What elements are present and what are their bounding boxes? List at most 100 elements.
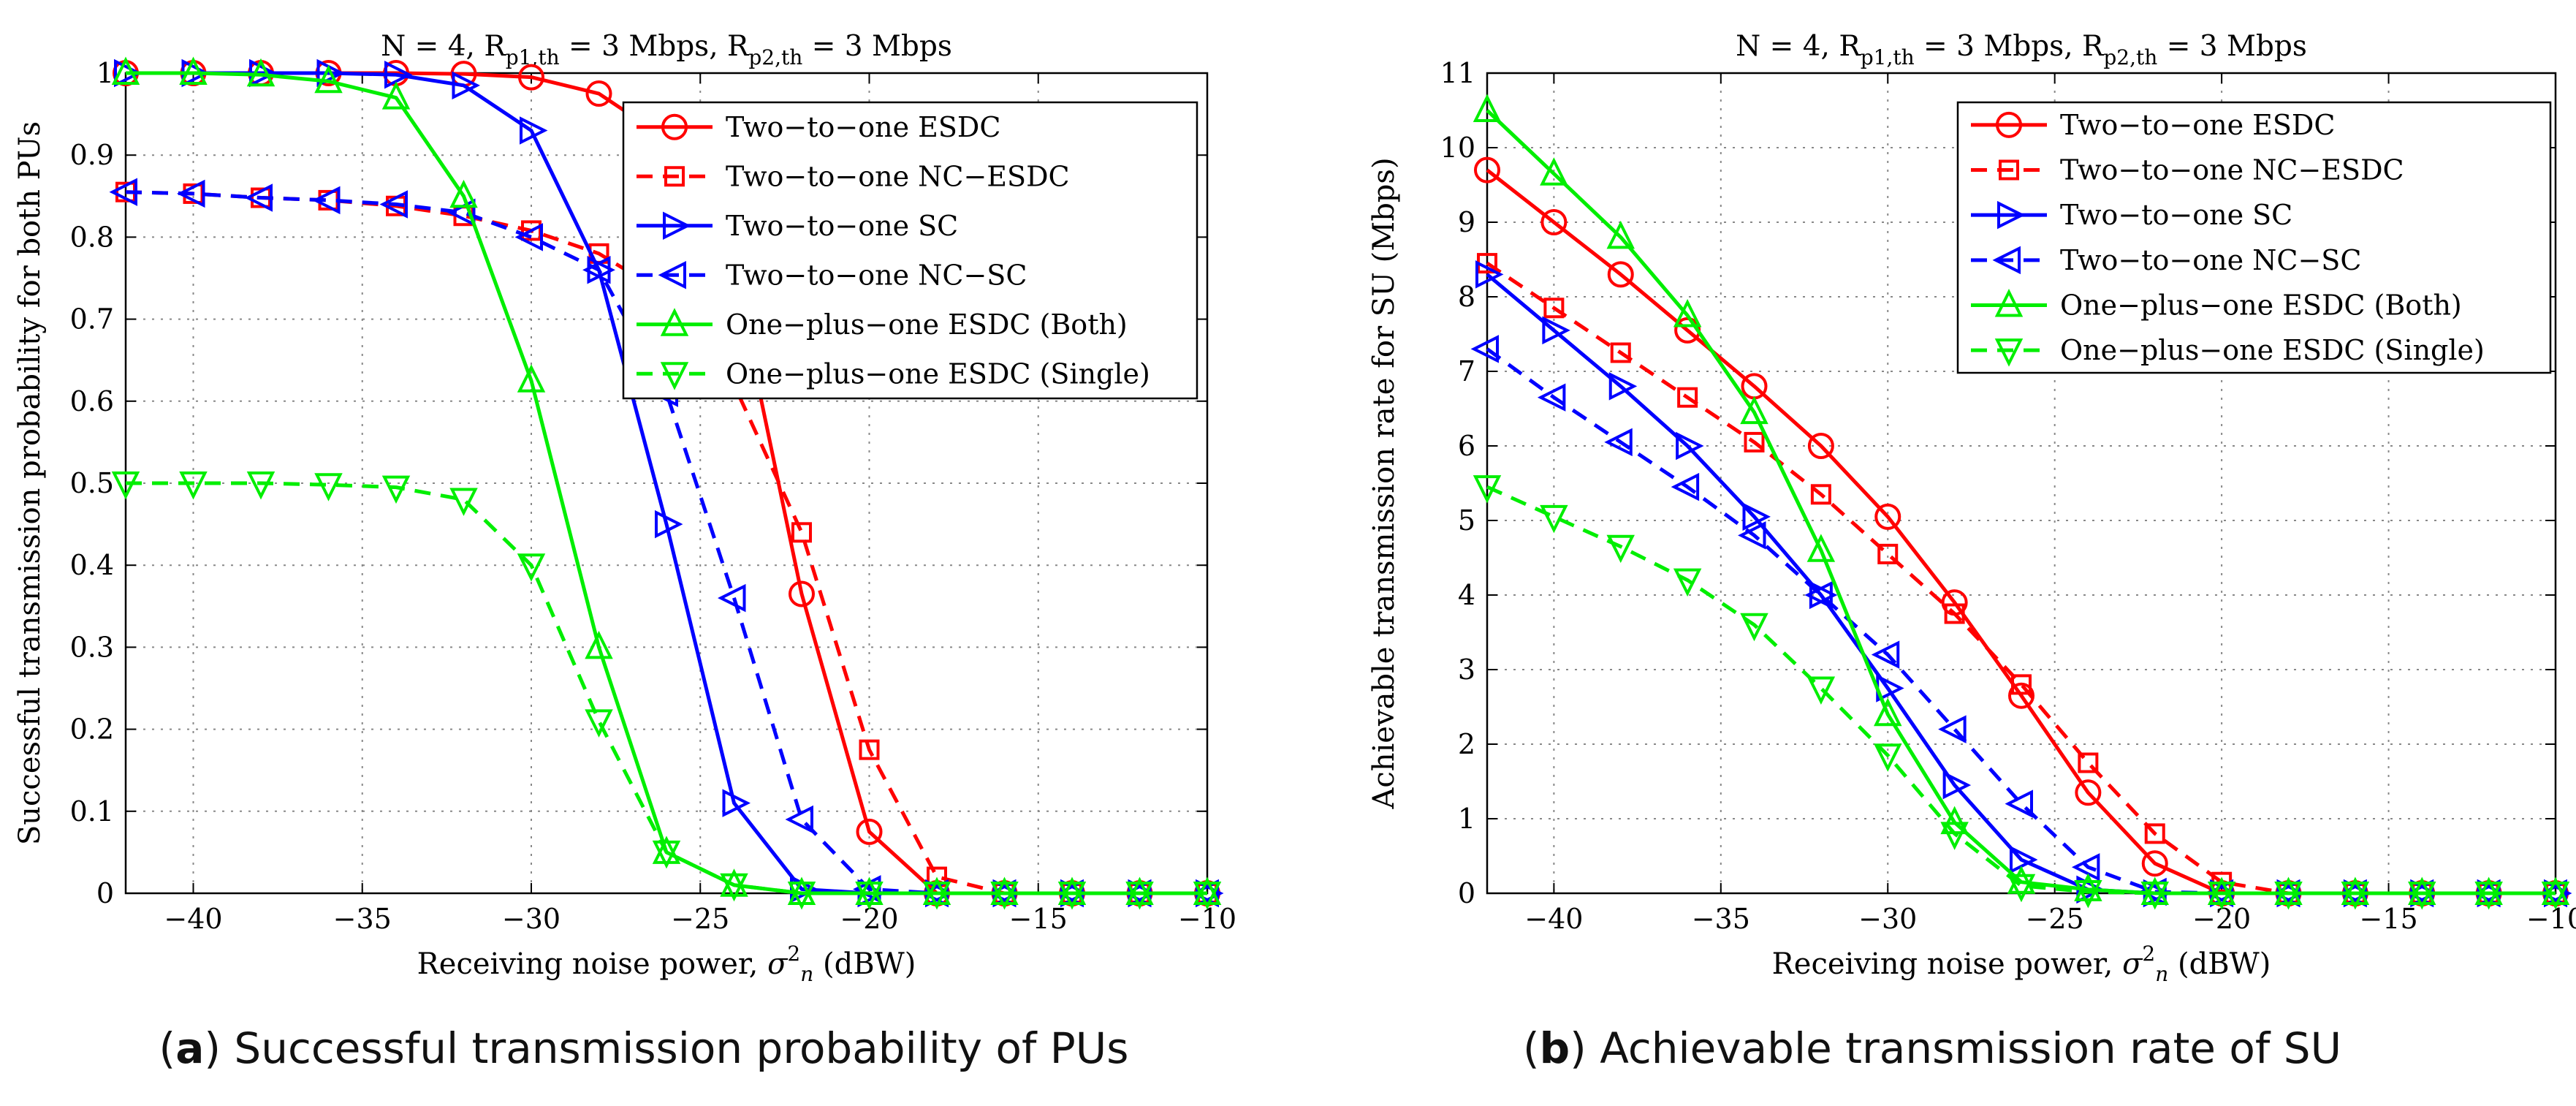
legend-marker — [661, 113, 688, 140]
data-point — [1744, 431, 1765, 452]
legend-label: Two−to−one ESDC — [726, 111, 1000, 143]
data-point — [855, 882, 884, 910]
data-point — [114, 58, 143, 88]
legend-marker — [660, 308, 689, 336]
data-point — [177, 179, 205, 208]
legend-label: Two−to−one NC−SC — [2060, 244, 2361, 276]
data-point — [652, 840, 681, 869]
legend-label: One−plus−one ESDC (Single) — [2060, 334, 2485, 366]
x-tick-label: −40 — [164, 903, 222, 935]
data-point — [381, 475, 411, 504]
data-point — [379, 190, 408, 219]
legend-label: Two−to−one SC — [726, 210, 958, 242]
data-point — [1540, 504, 1568, 534]
legend-label: Two−to−one ESDC — [2060, 109, 2335, 141]
x-axis-label-part: 2 — [787, 942, 800, 966]
data-point — [452, 71, 480, 100]
data-point — [785, 805, 813, 834]
y-tick-label: 0.6 — [70, 385, 114, 417]
x-tick-label: −35 — [333, 903, 392, 935]
x-tick-label: −15 — [1009, 903, 1068, 935]
data-point — [1807, 433, 1834, 459]
data-point — [655, 510, 683, 539]
x-axis-label-part: n — [800, 962, 813, 986]
data-point — [585, 80, 612, 107]
data-point — [1940, 822, 1969, 850]
y-tick-label: 1 — [1458, 803, 1475, 835]
y-tick-label: 0.8 — [70, 221, 114, 253]
y-tick-label: 2 — [1458, 728, 1475, 760]
series-line — [1486, 262, 2556, 895]
x-tick-label: −40 — [1524, 903, 1583, 935]
legend-marker — [664, 166, 685, 187]
data-point — [990, 882, 1019, 910]
legend-label: One−plus−one ESDC (Single) — [726, 357, 1150, 390]
ticks: −40−35−30−25−20−15−1001234567891011 — [1440, 57, 2576, 935]
legend-marker — [1994, 338, 2024, 367]
x-tick-label: −25 — [2026, 903, 2084, 935]
data-point — [2078, 752, 2099, 773]
caption-b: (b) Achievable transmission rate of SU — [1522, 1023, 2342, 1073]
data-point — [1474, 156, 1500, 183]
data-point — [2341, 882, 2370, 910]
caption-a-letter: a — [175, 1023, 205, 1073]
x-axis-label-part: 2 — [2142, 942, 2155, 966]
chart-title: N = 4, Rp1,th = 3 Mbps, Rp2,th = 3 Mbps — [381, 30, 952, 69]
data-point — [585, 709, 613, 738]
x-axis-label: Receiving noise power, σ2n (dBW) — [417, 942, 916, 986]
data-point — [514, 223, 543, 251]
y-tick-label: 7 — [1458, 355, 1475, 387]
data-point — [1942, 770, 1972, 800]
data-point — [246, 58, 276, 87]
data-point — [449, 179, 478, 208]
data-point — [246, 471, 276, 500]
data-point — [1543, 298, 1565, 319]
legend-box — [622, 101, 1198, 400]
data-point — [2005, 789, 2033, 818]
data-point — [1742, 502, 1771, 531]
data-point — [1607, 261, 1634, 288]
data-point — [1473, 475, 1502, 504]
series-one-plus-one-esdc-single — [111, 471, 1222, 910]
data-point — [1871, 640, 1900, 669]
x-axis-label-part: (dBW) — [2168, 947, 2271, 981]
data-point — [517, 364, 546, 393]
data-point — [1608, 372, 1638, 401]
data-point — [1806, 534, 1836, 562]
legend: Two−to−one ESDC Two−to−one NC−ESDC Two−to−… — [1956, 101, 2552, 374]
data-point — [859, 739, 880, 760]
chart-title-part: = 3 Mbps — [802, 30, 952, 63]
data-point — [2141, 850, 2168, 877]
data-point — [314, 473, 343, 501]
legend-marker — [1997, 200, 2026, 230]
data-point — [1606, 534, 1635, 564]
x-axis-label-part: n — [2155, 962, 2168, 986]
data-point — [1874, 697, 1902, 727]
data-point — [718, 583, 746, 613]
y-tick-label: 6 — [1458, 430, 1475, 462]
caption-b-text: Achievable transmission rate of SU — [1600, 1023, 2342, 1073]
y-tick-label: 0.3 — [70, 631, 114, 663]
data-point — [381, 81, 411, 110]
data-point — [1740, 613, 1768, 642]
legend-marker — [1996, 111, 2022, 138]
data-point — [1475, 260, 1504, 289]
x-tick-label: −10 — [2526, 903, 2576, 935]
data-point — [1604, 428, 1633, 457]
data-point — [244, 183, 273, 212]
data-point — [582, 256, 611, 284]
y-tick-label: 3 — [1458, 654, 1475, 686]
legend-label: Two−to−one NC−ESDC — [726, 160, 1070, 192]
data-point — [1470, 335, 1499, 363]
legend-label: Two−to−one SC — [2060, 199, 2292, 231]
x-tick-label: −15 — [2359, 903, 2417, 935]
y-tick-label: 10 — [1440, 132, 1475, 164]
data-point — [1740, 395, 1768, 425]
y-tick-label: 0 — [1458, 877, 1475, 909]
x-axis-label-part: Receiving noise power, — [1772, 947, 2122, 981]
data-point — [1473, 94, 1502, 122]
data-point — [1606, 220, 1635, 249]
data-point — [2474, 882, 2503, 910]
chart-title: N = 4, Rp1,th = 3 Mbps, Rp2,th = 3 Mbps — [1736, 30, 2307, 69]
data-point — [316, 58, 345, 88]
